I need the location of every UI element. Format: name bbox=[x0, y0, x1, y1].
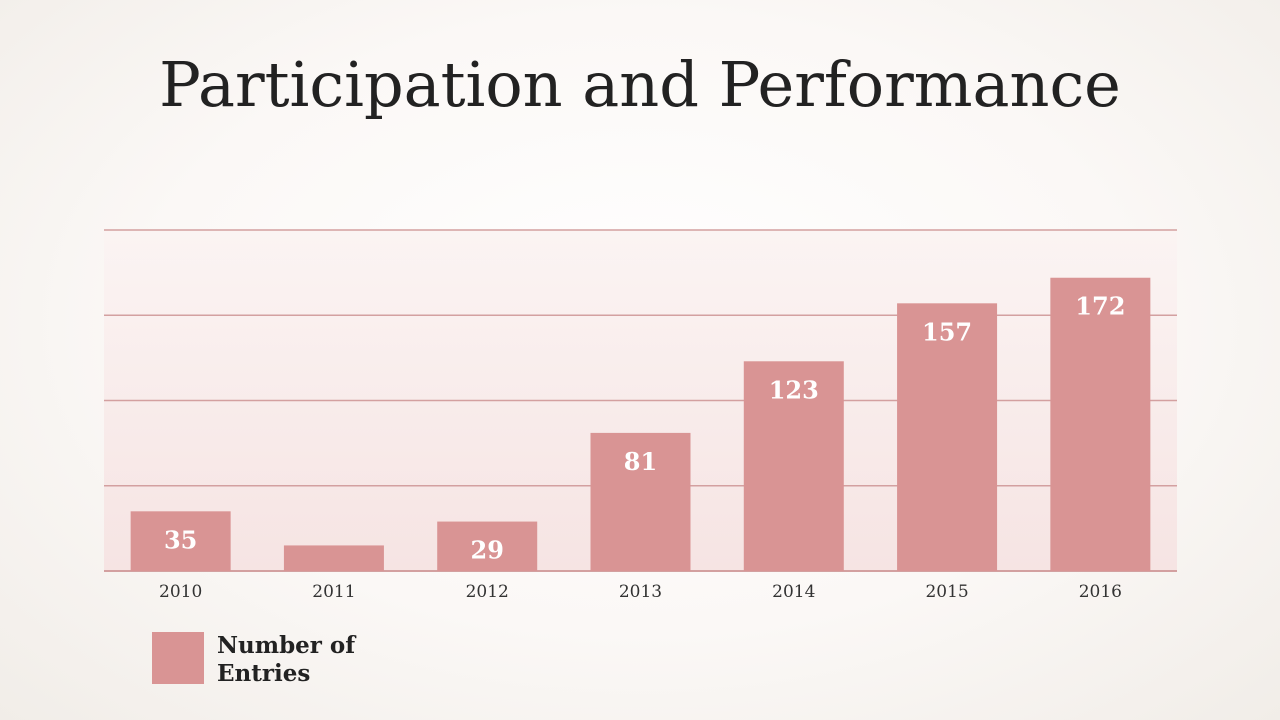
bars bbox=[130, 277, 1151, 571]
bar-2011 bbox=[283, 545, 384, 571]
bar-2012 bbox=[437, 521, 538, 571]
data-label-2015: 157 bbox=[922, 317, 972, 346]
x-tick-label-2014: 2014 bbox=[772, 582, 815, 602]
data-label-2014: 123 bbox=[769, 375, 819, 404]
data-label-2013: 81 bbox=[624, 447, 657, 476]
x-tick-label-2011: 2011 bbox=[312, 582, 355, 602]
data-label-2012: 29 bbox=[471, 536, 504, 565]
slide-title: Participation and Performance bbox=[159, 48, 1121, 121]
data-label-2010: 35 bbox=[164, 525, 197, 554]
bar-2010 bbox=[130, 511, 231, 571]
bar-2014 bbox=[743, 361, 844, 571]
legend-swatch bbox=[152, 632, 204, 684]
bar-2013 bbox=[590, 432, 691, 571]
x-tick-label-2012: 2012 bbox=[466, 582, 509, 602]
x-tick-label-2016: 2016 bbox=[1079, 582, 1122, 602]
bar-labels: 35 29 81 123 157 172 bbox=[164, 292, 1125, 565]
data-label-2016: 172 bbox=[1075, 292, 1125, 321]
x-tick-label-2015: 2015 bbox=[925, 582, 968, 602]
legend-label: Number of Entries bbox=[217, 632, 356, 687]
x-tick-label-2013: 2013 bbox=[619, 582, 662, 602]
bar-2015 bbox=[897, 303, 998, 571]
x-tick-label-2010: 2010 bbox=[159, 582, 202, 602]
bar-2016 bbox=[1050, 277, 1151, 571]
legend: Number of Entries bbox=[152, 632, 377, 688]
x-axis-ticks: 2010 2011 2012 2013 2014 2015 2016 bbox=[159, 582, 1122, 602]
